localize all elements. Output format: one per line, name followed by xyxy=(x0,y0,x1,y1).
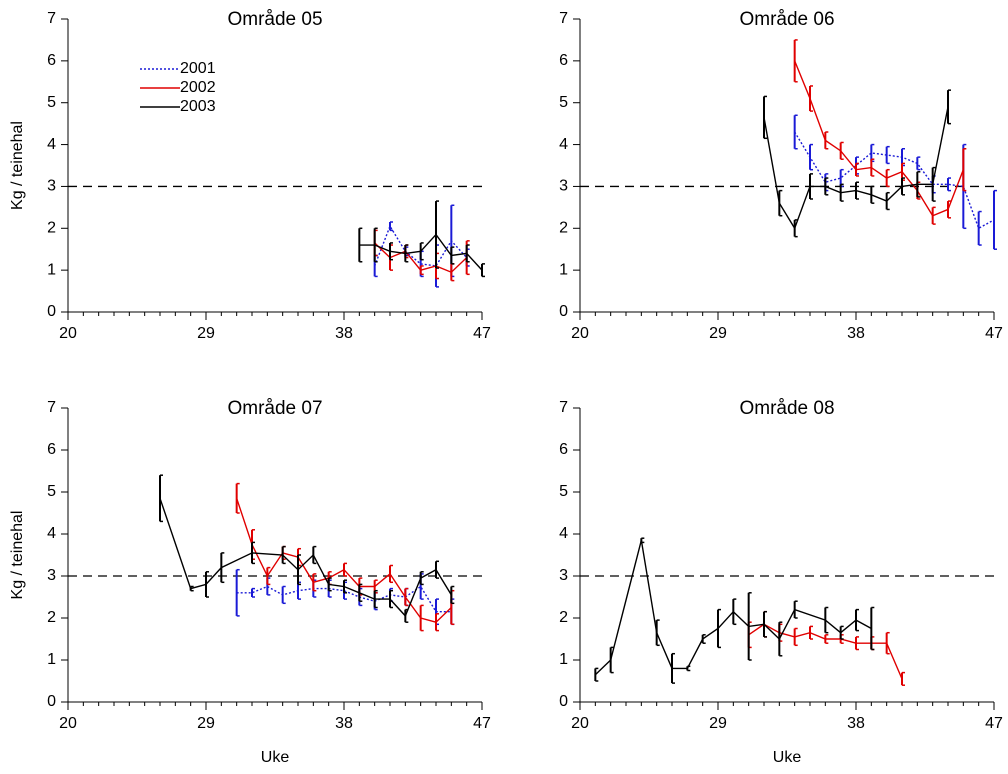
y-tick-label: 7 xyxy=(559,399,568,416)
y-axis-label: Kg / teinehal xyxy=(9,511,26,600)
series-line xyxy=(159,498,452,618)
y-tick-label: 6 xyxy=(559,441,568,458)
y-tick-label: 0 xyxy=(559,303,568,320)
y-tick-label: 5 xyxy=(559,483,568,500)
y-tick-label: 7 xyxy=(47,399,56,416)
x-tick-label: 20 xyxy=(59,325,77,342)
y-tick-label: 5 xyxy=(47,94,56,111)
y-tick-label: 4 xyxy=(47,136,56,153)
x-tick-label: 20 xyxy=(59,715,77,732)
legend-label: 2003 xyxy=(180,98,216,115)
y-tick-label: 1 xyxy=(47,261,56,278)
y-tick-label: 4 xyxy=(559,136,568,153)
subplot-title: Område 05 xyxy=(227,9,322,30)
y-tick-label: 1 xyxy=(559,651,568,668)
y-tick-label: 1 xyxy=(47,651,56,668)
x-tick-label: 47 xyxy=(473,325,491,342)
subplot-title: Område 07 xyxy=(227,398,322,419)
y-tick-label: 5 xyxy=(559,94,568,111)
y-tick-label: 0 xyxy=(559,693,568,710)
y-tick-label: 5 xyxy=(47,483,56,500)
y-tick-label: 4 xyxy=(47,525,56,542)
subplot-title: Område 08 xyxy=(739,398,834,419)
y-tick-label: 4 xyxy=(559,525,568,542)
x-tick-label: 29 xyxy=(197,715,215,732)
x-axis-label: Uke xyxy=(773,749,802,766)
y-tick-label: 3 xyxy=(559,567,568,584)
y-tick-label: 3 xyxy=(47,178,56,195)
y-tick-label: 0 xyxy=(47,693,56,710)
series-line xyxy=(794,60,964,217)
x-tick-label: 20 xyxy=(571,325,589,342)
series-line xyxy=(794,131,995,230)
x-tick-label: 47 xyxy=(985,325,1003,342)
legend-label: 2002 xyxy=(180,79,216,96)
y-tick-label: 3 xyxy=(47,567,56,584)
x-tick-label: 38 xyxy=(335,715,353,732)
x-tick-label: 29 xyxy=(709,715,727,732)
y-tick-label: 3 xyxy=(559,178,568,195)
x-tick-label: 29 xyxy=(197,325,215,342)
y-tick-label: 0 xyxy=(47,303,56,320)
subplot-title: Område 06 xyxy=(739,9,834,30)
x-tick-label: 38 xyxy=(847,715,865,732)
series-line xyxy=(236,498,452,623)
y-axis-label: Kg / teinehal xyxy=(9,121,26,210)
y-tick-label: 2 xyxy=(559,220,568,237)
y-tick-label: 6 xyxy=(559,52,568,69)
y-tick-label: 6 xyxy=(47,52,56,69)
y-tick-label: 2 xyxy=(47,609,56,626)
y-tick-label: 1 xyxy=(559,261,568,278)
x-tick-label: 20 xyxy=(571,715,589,732)
y-tick-label: 2 xyxy=(47,220,56,237)
x-tick-label: 47 xyxy=(985,715,1003,732)
y-tick-label: 7 xyxy=(559,10,568,27)
x-tick-label: 38 xyxy=(847,325,865,342)
x-tick-label: 29 xyxy=(709,325,727,342)
y-tick-label: 6 xyxy=(47,441,56,458)
x-tick-label: 47 xyxy=(473,715,491,732)
legend-label: 2001 xyxy=(180,60,216,77)
y-tick-label: 7 xyxy=(47,10,56,27)
x-tick-label: 38 xyxy=(335,325,353,342)
x-axis-label: Uke xyxy=(261,749,290,766)
y-tick-label: 2 xyxy=(559,609,568,626)
